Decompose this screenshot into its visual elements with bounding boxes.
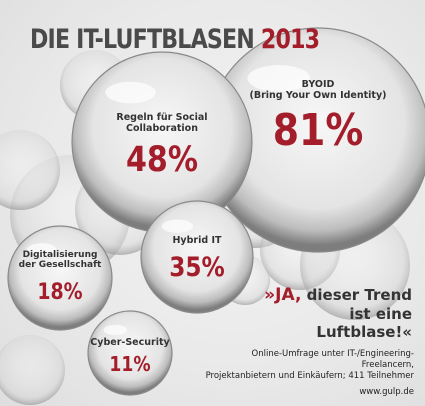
bubble-highlight <box>105 81 156 104</box>
bubble-highlight <box>247 64 311 92</box>
bubble-label: Regeln für Social Collaboration <box>116 112 208 134</box>
quote-rest: dieser Trend ist eine Luftblase!« <box>301 286 412 342</box>
page-title: DIE IT-LUFTBLASEN 2013 <box>30 24 320 55</box>
bubble-value: 81% <box>272 105 364 156</box>
bubble-value: 48% <box>125 140 199 180</box>
bubble-label: Hybrid IT <box>172 235 222 246</box>
bubble-label: BYOID (Bring Your Own Identity) <box>249 79 387 101</box>
bubble-value: 11% <box>109 352 151 376</box>
bubble-value: 18% <box>37 280 83 305</box>
bubble-highlight <box>103 324 128 335</box>
bubble-highlight <box>27 243 57 256</box>
source-url: www.gulp.de <box>359 387 414 397</box>
data-bubble <box>7 225 113 331</box>
decorative-bubble <box>0 335 65 405</box>
data-bubbles <box>7 27 425 396</box>
bubble-label: Cyber-Security <box>90 337 170 348</box>
decorative-bubble <box>0 130 60 210</box>
title-main: DIE IT-LUFTBLASEN <box>30 24 255 55</box>
trend-quote: »JA, dieser Trend ist eine Luftblase!« <box>262 285 412 341</box>
title-year: 2013 <box>260 24 320 55</box>
bubble-highlight <box>161 219 194 233</box>
bubble-label: Digitalisierung der Gesellschaft <box>18 250 102 271</box>
bubble-value: 35% <box>169 252 225 283</box>
quote-ja: »JA, <box>264 285 302 305</box>
survey-source: Online-Umfrage unter IT-/Engineering-Fre… <box>205 349 414 382</box>
